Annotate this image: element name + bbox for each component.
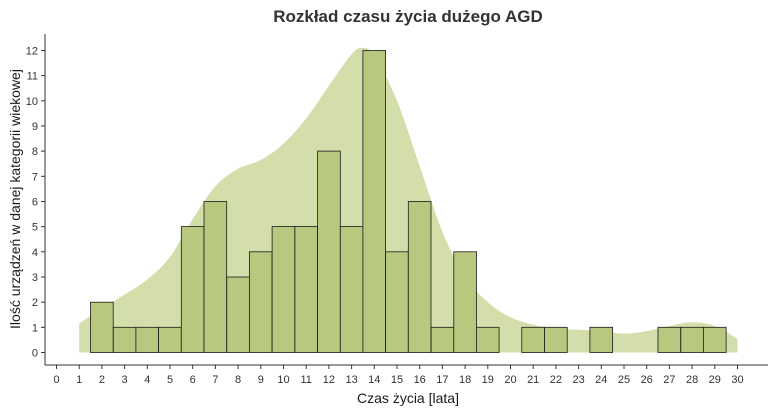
x-tick-label: 27 xyxy=(663,374,675,386)
bar-4 xyxy=(135,326,159,353)
x-tick-label: 6 xyxy=(190,374,196,386)
x-tick-label: 0 xyxy=(53,374,59,386)
x-tick-label: 14 xyxy=(368,374,380,386)
y-tick-label: 4 xyxy=(32,247,38,259)
bar-14 xyxy=(362,50,386,353)
x-tick-label: 5 xyxy=(167,374,173,386)
y-tick-label: 9 xyxy=(32,121,38,133)
x-tick-label: 15 xyxy=(391,374,403,386)
density-area xyxy=(79,47,738,353)
bar-8 xyxy=(226,276,250,353)
y-tick-label: 3 xyxy=(32,272,38,284)
x-tick-label: 26 xyxy=(641,374,653,386)
bar-10 xyxy=(271,226,296,353)
bar-11 xyxy=(294,226,318,353)
bar-15 xyxy=(385,251,409,353)
bar-9 xyxy=(248,251,273,353)
x-tick-label: 29 xyxy=(709,374,721,386)
x-tick-label: 12 xyxy=(323,374,335,386)
y-tick-label: 5 xyxy=(32,222,38,234)
bar-7 xyxy=(203,201,228,353)
y-tick-label: 10 xyxy=(26,96,38,108)
bar-13 xyxy=(339,226,364,353)
x-tick-label: 17 xyxy=(436,374,448,386)
chart-title: Rozkład czasu życia dużego AGD xyxy=(273,7,543,26)
x-tick-label: 18 xyxy=(459,374,471,386)
bar-27 xyxy=(657,326,682,353)
x-tick-label: 11 xyxy=(300,374,311,386)
x-tick-label: 22 xyxy=(550,374,562,386)
y-tick-label: 0 xyxy=(32,348,38,360)
x-tick-label: 30 xyxy=(731,374,743,386)
x-tick-label: 20 xyxy=(504,374,516,386)
bar-16 xyxy=(407,201,432,353)
bar-5 xyxy=(158,326,182,353)
bar-2 xyxy=(90,301,114,353)
y-tick-label: 12 xyxy=(26,45,38,57)
y-axis-title: Ilość urządzeń w danej kategorii wiekowe… xyxy=(7,69,23,329)
x-axis-title: Czas życia [lata] xyxy=(357,390,459,406)
x-tick-label: 16 xyxy=(414,374,426,386)
x-ticks: 0 1 2 3 4 5 6 7 8 9 10 11 12 13 14 15 16 17 18 19 20 21 22 23 24… xyxy=(53,365,744,386)
bar-3 xyxy=(112,326,137,353)
x-tick-label: 21 xyxy=(527,374,539,386)
bar-29 xyxy=(703,326,727,353)
bar-24 xyxy=(589,326,614,353)
x-tick-label: 2 xyxy=(99,374,105,386)
x-tick-label: 10 xyxy=(277,374,289,386)
x-tick-label: 3 xyxy=(122,374,128,386)
y-tick-label: 8 xyxy=(32,146,38,158)
axes-layer xyxy=(44,34,768,366)
x-tick-label: 24 xyxy=(595,374,607,386)
bar-12 xyxy=(317,150,341,353)
x-tick-label: 8 xyxy=(235,374,241,386)
bar-18 xyxy=(453,251,477,353)
bar-17 xyxy=(430,326,455,353)
bar-19 xyxy=(475,326,500,353)
x-tick-label: 28 xyxy=(686,374,698,386)
x-tick-label: 4 xyxy=(144,374,150,386)
bar-6 xyxy=(180,226,205,353)
x-tick-label: 23 xyxy=(572,374,584,386)
x-tick-label: 1 xyxy=(76,374,82,386)
bars-layer xyxy=(90,50,727,353)
y-tick-label: 1 xyxy=(32,322,38,334)
y-tick-label: 6 xyxy=(32,196,38,208)
x-tick-label: 9 xyxy=(258,374,264,386)
x-tick-label: 19 xyxy=(482,374,494,386)
bar-22 xyxy=(544,326,568,353)
bar-21 xyxy=(521,326,545,353)
y-tick-label: 2 xyxy=(32,297,38,309)
y-tick-label: 7 xyxy=(32,171,38,183)
bar-28 xyxy=(680,326,704,353)
y-tick-label: 11 xyxy=(27,71,38,83)
x-tick-label: 13 xyxy=(345,374,357,386)
x-tick-label: 25 xyxy=(618,374,630,386)
x-tick-label: 7 xyxy=(212,374,218,386)
density-layer xyxy=(79,47,738,353)
